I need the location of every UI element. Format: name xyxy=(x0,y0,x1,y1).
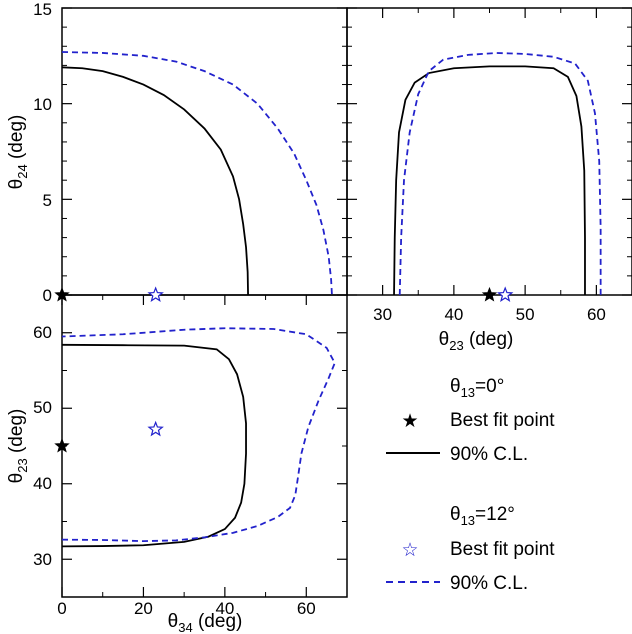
legend-marker-filled-star: ★ xyxy=(401,411,418,432)
axis-ticks xyxy=(61,7,632,598)
tick-label-theta24-0: 0 xyxy=(43,286,52,305)
axis-title-theta23-y: θ23 (deg) xyxy=(6,409,30,484)
tick-label-theta34-60: 60 xyxy=(297,599,316,618)
best-fit-filled-star-theta34-theta24 xyxy=(54,286,70,302)
best-fit-open-star-theta23-theta24 xyxy=(496,286,514,303)
tick-label-theta24-5: 5 xyxy=(43,191,52,210)
panel-frame-theta34-theta23 xyxy=(61,294,348,598)
panel-frame-theta34-theta24 xyxy=(61,7,348,296)
tick-label-theta23-y-30: 30 xyxy=(33,550,52,569)
legend: θ13=0° ★ Best fit point 90% C.L. θ13=12°… xyxy=(386,376,555,594)
axis-title-theta24: θ24 (deg) xyxy=(6,115,30,190)
legend-title-theta13-0: θ13=0° xyxy=(450,376,504,400)
contour-solid-theta23-theta24 xyxy=(393,65,586,295)
tick-label-theta24-10: 10 xyxy=(33,95,52,114)
tick-label-theta23-30: 30 xyxy=(373,305,392,324)
tick-label-theta34-0: 0 xyxy=(57,599,66,618)
axis-title-theta23-x: θ23 (deg) xyxy=(439,329,514,353)
tick-label-theta23-y-40: 40 xyxy=(33,474,52,493)
contour-dashed-theta34-theta24 xyxy=(62,51,333,295)
tick-label-theta24-15: 15 xyxy=(33,0,52,19)
axis-title-theta34: θ34 (deg) xyxy=(168,611,243,634)
contour-solid-theta34-theta24 xyxy=(62,66,249,295)
panel-frame-theta23-theta24 xyxy=(346,7,632,296)
tick-label-theta34-40: 40 xyxy=(215,599,234,618)
tick-label-theta23-50: 50 xyxy=(516,305,535,324)
legend-marker-open-star: ☆ xyxy=(401,540,418,561)
best-fit-open-star-theta34-theta24 xyxy=(147,286,164,303)
legend-cl-12: 90% C.L. xyxy=(450,573,528,594)
contour-curves xyxy=(62,51,602,548)
legend-best-fit-12: Best fit point xyxy=(450,539,555,560)
contour-dashed-theta34-theta23 xyxy=(62,327,336,543)
legend-title-theta13-12: θ13=12° xyxy=(450,504,515,528)
tick-label-theta23-60: 60 xyxy=(587,305,606,324)
tick-label-theta23-40: 40 xyxy=(444,305,463,324)
legend-best-fit-0: Best fit point xyxy=(450,410,555,431)
best-fit-markers xyxy=(54,286,514,453)
best-fit-filled-star-theta23-theta24 xyxy=(481,286,498,302)
contour-dashed-theta23-theta24 xyxy=(398,52,602,295)
tick-label-theta23-y-60: 60 xyxy=(33,323,52,342)
tick-label-theta23-y-50: 50 xyxy=(33,398,52,417)
best-fit-open-star-theta34-theta23 xyxy=(147,420,164,437)
legend-cl-0: 90% C.L. xyxy=(450,444,528,465)
tick-label-theta34-20: 20 xyxy=(134,599,153,618)
contour-solid-theta34-theta23 xyxy=(62,343,247,548)
best-fit-filled-star-theta34-theta23 xyxy=(54,437,70,453)
